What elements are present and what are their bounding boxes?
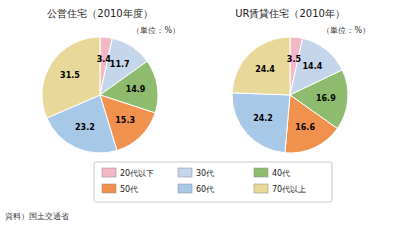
unit-label: （単位：%） — [132, 26, 180, 35]
slices: 20代以下30代40代50代60代70代以上 — [232, 37, 348, 153]
background — [0, 0, 394, 225]
chart: 公営住宅（2010年度）20代以下30代40代50代60代70代以上3.411.… — [0, 0, 394, 225]
legend-swatch — [102, 184, 116, 193]
legend-label: 50代 — [120, 185, 138, 194]
legend-label: 70代以上 — [272, 185, 306, 194]
legend-swatch — [254, 184, 268, 193]
data-label: 11.7 — [110, 60, 130, 69]
legend-item: 40代 — [254, 168, 290, 178]
title: UR賃貸住宅（2010年） — [235, 8, 345, 19]
data-label: 14.4 — [303, 62, 323, 71]
title: 公営住宅（2010年度） — [47, 8, 152, 19]
data-labels: 3.411.714.915.323.231.5 — [60, 55, 146, 132]
legend-swatch — [178, 168, 192, 177]
legend-swatch — [178, 184, 192, 193]
data-label: 24.2 — [253, 114, 273, 123]
data-label: 23.2 — [75, 123, 95, 132]
data-label: 16.9 — [316, 94, 336, 103]
data-labels: 3.514.4 16.9 16.6 24.2 24.4 — [253, 55, 336, 132]
data-label: 15.3 — [115, 116, 135, 125]
pie-chart: UR賃貸住宅（2010年） 20代以下30代40代50代60代70代以上3.514… — [232, 8, 370, 153]
data-label: 31.5 — [60, 71, 80, 80]
slice: 50代 — [285, 95, 337, 153]
legend-item: 20代以下 — [102, 168, 154, 178]
data-label: 24.4 — [255, 65, 275, 74]
data-label: 3.5 — [287, 55, 302, 64]
legend-frame — [94, 162, 332, 202]
legend-item: 50代 — [102, 184, 138, 194]
slice: 70代以上 — [42, 37, 100, 118]
legend-label: 40代 — [272, 169, 290, 178]
legend-swatch — [102, 168, 116, 177]
source: 資料）国土交通省 — [5, 212, 69, 221]
legend: 20代以下 30代 40代 50代 60代 70代以上 — [94, 162, 332, 202]
legend-label: 20代以下 — [120, 169, 154, 178]
data-label: 14.9 — [126, 85, 146, 94]
unit-label: （単位：%） — [322, 26, 370, 35]
legend-item: 60代 — [178, 184, 214, 194]
slice: 60代 — [232, 93, 290, 153]
legend-label: 30代 — [196, 169, 214, 178]
slices: 20代以下30代40代50代60代70代以上 — [42, 37, 158, 153]
legend-item: 30代 — [178, 168, 214, 178]
data-label: 16.6 — [295, 123, 315, 132]
slice: 70代以上 — [232, 37, 290, 95]
legend-item: 70代以上 — [254, 184, 306, 194]
legend-label: 60代 — [196, 185, 214, 194]
legend-swatch — [254, 168, 268, 177]
